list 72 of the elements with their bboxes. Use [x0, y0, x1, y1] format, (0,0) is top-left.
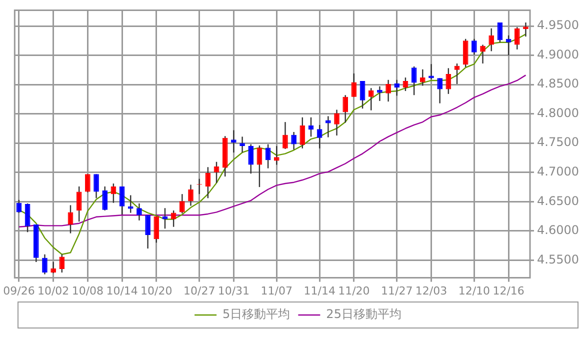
candlestick [472, 38, 477, 56]
x-tick-label: 11/20 [338, 284, 370, 298]
y-tick-label: 4.9500 [537, 18, 580, 32]
candlestick [94, 174, 99, 199]
x-tick-label: 10/27 [183, 284, 216, 298]
candlestick [386, 79, 391, 102]
x-tick-label: 12/10 [458, 284, 490, 298]
candlestick [514, 26, 520, 50]
candlestick [437, 78, 442, 104]
x-tick-label: 11/14 [304, 284, 336, 298]
candlestick [231, 130, 236, 154]
x-tick-label: 10/31 [218, 284, 250, 298]
candlestick [68, 204, 74, 234]
candlestick [154, 216, 160, 244]
candlestick [316, 124, 322, 149]
candlestick [402, 76, 408, 92]
candlestick [488, 28, 494, 52]
x-tick-label: 12/03 [415, 284, 448, 298]
candlestick [523, 22, 528, 38]
candlestick [188, 184, 194, 206]
candlestick [506, 34, 512, 56]
y-tick-label: 4.8000 [537, 106, 580, 120]
y-tick-label: 4.6000 [537, 223, 580, 238]
y-tick-label: 4.6500 [537, 194, 580, 208]
candlestick [85, 174, 90, 193]
x-tick-label: 11/27 [381, 284, 413, 298]
candlestick [205, 166, 211, 199]
candlestick [50, 261, 56, 274]
candlestick [59, 254, 65, 274]
candlestick [240, 136, 245, 154]
legend-label: 25日移動平均 [326, 307, 402, 322]
candlestick [377, 86, 382, 102]
candlestick [462, 38, 468, 68]
candlestick [136, 202, 142, 222]
candlestick [351, 72, 357, 98]
candlestick [480, 44, 486, 64]
candlestick [282, 121, 288, 150]
candlestick [360, 80, 366, 110]
y-tick-label: 4.8500 [537, 76, 580, 91]
x-tick-label: 10/14 [106, 284, 138, 298]
candlestick [411, 66, 417, 96]
candlestick [446, 68, 452, 95]
candlestick [248, 144, 254, 174]
candlestick [274, 145, 280, 166]
candlestick [342, 94, 348, 124]
candlestick [334, 109, 340, 136]
candlestick [179, 193, 185, 214]
candlestick [214, 161, 220, 184]
candlestick [119, 186, 125, 216]
candlestick [394, 79, 400, 96]
candlestick [497, 22, 503, 44]
candlestick [145, 214, 150, 250]
x-tick-label: 10/20 [140, 284, 172, 298]
candlestick [42, 254, 48, 275]
x-tick-label: 09/26 [3, 284, 35, 298]
y-tick-label: 4.7000 [537, 164, 580, 179]
y-tick-label: 4.5500 [537, 252, 580, 266]
candlestick [76, 186, 82, 222]
x-tick-label: 12/16 [492, 284, 524, 298]
candlestick [256, 144, 262, 188]
y-tick-label: 4.9000 [537, 47, 580, 62]
x-tick-label: 10/08 [72, 284, 104, 298]
candlestick [24, 202, 30, 233]
x-tick-label: 10/02 [37, 284, 70, 298]
x-tick-label: 11/07 [260, 284, 292, 298]
candlestick [300, 116, 306, 149]
candlestick [368, 87, 374, 111]
y-tick-label: 4.7500 [537, 135, 580, 150]
legend-label: 5日移動平均 [222, 307, 290, 322]
candlestick [420, 68, 426, 86]
candlestick [291, 131, 296, 150]
candlestick [102, 186, 108, 212]
